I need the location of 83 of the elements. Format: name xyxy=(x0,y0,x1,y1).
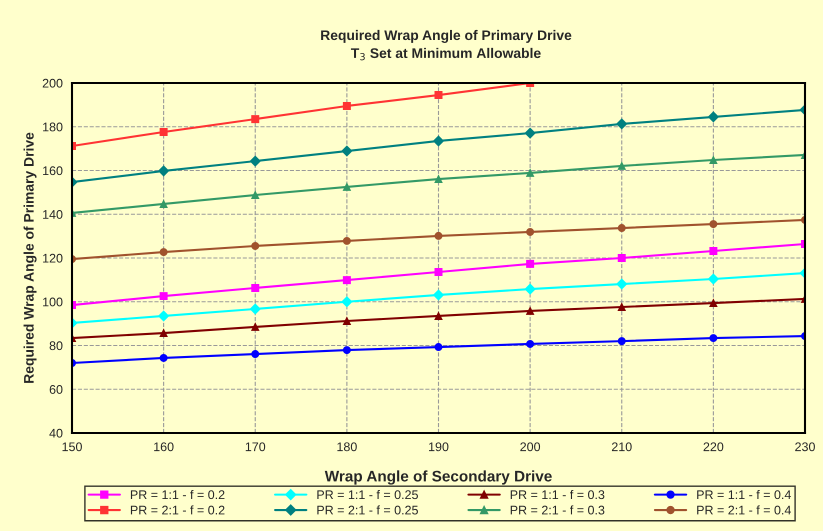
point xyxy=(158,310,170,322)
point xyxy=(250,156,261,167)
point xyxy=(618,162,626,170)
point xyxy=(434,312,442,320)
point xyxy=(251,242,260,250)
point xyxy=(342,317,351,325)
point xyxy=(708,111,719,122)
point xyxy=(160,128,168,136)
point xyxy=(526,228,534,236)
legend-label: PR = 1:1 - f = 0.25 xyxy=(317,490,418,500)
y-axis-title: Required Wrap Angle of Primary Drive xyxy=(24,132,37,383)
point xyxy=(341,146,352,156)
point xyxy=(618,337,626,346)
x-tick-label: 180 xyxy=(337,442,357,452)
chart-subtitle: T$_{3}$ Set at Minimum Allowable xyxy=(350,48,541,60)
point xyxy=(342,236,351,245)
point xyxy=(342,276,351,284)
y-tick-label: 60 xyxy=(50,385,62,394)
point xyxy=(434,268,442,276)
point xyxy=(526,306,534,315)
point xyxy=(433,290,444,300)
point xyxy=(160,354,168,362)
point xyxy=(160,200,168,208)
point xyxy=(526,260,534,268)
y-tick-label: 180 xyxy=(43,122,62,132)
point xyxy=(526,168,534,177)
point xyxy=(433,136,444,146)
x-tick-label: 220 xyxy=(704,442,724,452)
y-tick-label: 40 xyxy=(49,428,62,438)
legend-label: PR = 2:1 - f = 0.3 xyxy=(510,505,604,515)
point xyxy=(434,232,442,240)
point xyxy=(709,220,718,228)
y-tick-label: 80 xyxy=(50,341,62,350)
point xyxy=(618,254,626,262)
legend-label: PR = 1:1 - f = 0.2 xyxy=(130,490,224,500)
point xyxy=(341,296,352,308)
legend-label: PR = 2:1 - f = 0.2 xyxy=(130,505,224,515)
point xyxy=(251,191,260,199)
x-tick-label: 190 xyxy=(429,442,448,452)
point xyxy=(526,340,534,348)
legend-label: PR = 1:1 - f = 0.4 xyxy=(697,490,791,500)
point xyxy=(709,156,718,164)
y-tick-label: 120 xyxy=(43,254,62,263)
point xyxy=(342,102,351,110)
x-tick-label: 230 xyxy=(795,442,815,452)
point xyxy=(342,346,351,354)
x-tick-label: 150 xyxy=(62,442,82,452)
chart-title: Required Wrap Angle of Primary Drive xyxy=(321,30,572,43)
point xyxy=(618,303,626,311)
point xyxy=(160,329,168,338)
point xyxy=(434,91,442,100)
point xyxy=(618,224,626,232)
legend-label: PR = 2:1 - f = 0.4 xyxy=(697,505,791,515)
point xyxy=(434,175,442,184)
point xyxy=(708,274,719,284)
y-tick-label: 160 xyxy=(43,166,62,176)
legend-label: PR = 1:1 - f = 0.3 xyxy=(510,490,604,500)
x-axis-title: Wrap Angle of Secondary Drive xyxy=(324,470,552,485)
y-tick-label: 140 xyxy=(43,210,62,219)
point xyxy=(158,166,170,176)
x-tick-label: 210 xyxy=(612,442,632,452)
point xyxy=(709,334,718,342)
point xyxy=(251,115,260,124)
x-tick-label: 200 xyxy=(520,442,540,452)
point xyxy=(524,284,536,294)
point xyxy=(250,304,261,314)
point xyxy=(251,350,260,358)
point xyxy=(709,299,718,308)
point xyxy=(616,278,628,290)
x-tick-label: 160 xyxy=(154,442,174,452)
point xyxy=(251,322,260,331)
legend-label: PR = 2:1 - f = 0.25 xyxy=(317,505,418,515)
point xyxy=(524,128,536,139)
point xyxy=(160,292,168,300)
point xyxy=(616,118,628,130)
point xyxy=(434,343,442,352)
point xyxy=(709,247,718,255)
point xyxy=(160,248,168,256)
y-tick-label: 200 xyxy=(42,78,62,88)
point xyxy=(342,182,351,191)
point xyxy=(251,284,260,292)
x-tick-label: 170 xyxy=(246,442,266,452)
y-tick-label: 100 xyxy=(43,298,62,306)
